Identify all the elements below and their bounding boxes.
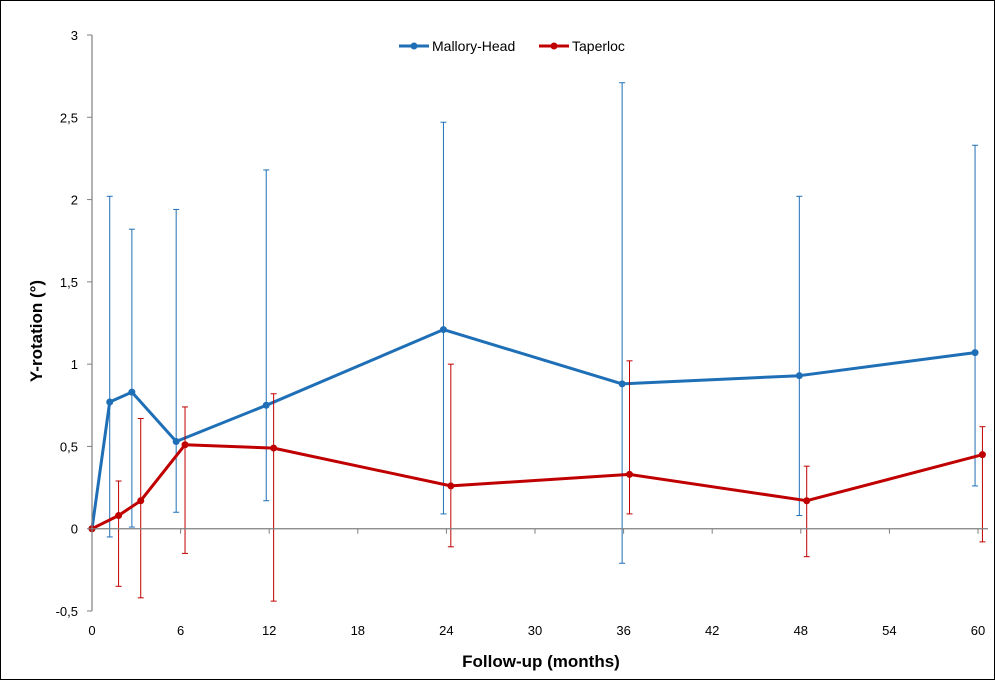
data-point-mallory-head xyxy=(618,380,626,388)
x-tick-label: 12 xyxy=(262,623,276,638)
y-tick-label: -0,5 xyxy=(56,604,78,619)
y-tick-label: 1 xyxy=(71,357,78,372)
x-tick-label: 24 xyxy=(439,623,453,638)
data-point-taperloc xyxy=(978,451,986,459)
legend-label-mallory-head: Mallory-Head xyxy=(432,38,515,54)
y-tick-label: 1,5 xyxy=(60,275,78,290)
y-tick-label: 2 xyxy=(71,193,78,208)
x-tick-label: 36 xyxy=(616,623,630,638)
x-tick-label: 48 xyxy=(794,623,808,638)
x-axis-title: Follow-up (months) xyxy=(462,652,620,671)
y-tick-label: 3 xyxy=(71,28,78,43)
series-line-taperloc xyxy=(91,443,983,531)
x-tick-label: 0 xyxy=(88,623,95,638)
series-line-mallory-head xyxy=(90,328,976,529)
series-mallory-head xyxy=(88,82,979,564)
data-point-taperloc xyxy=(137,497,145,505)
x-tick-label: 42 xyxy=(705,623,719,638)
x-tick-label: 60 xyxy=(971,623,985,638)
data-point-mallory-head xyxy=(439,326,447,334)
data-point-mallory-head xyxy=(795,372,803,380)
data-point-taperloc xyxy=(115,512,123,520)
legend: Mallory-Head Taperloc xyxy=(399,38,625,54)
y-tick-label: 0 xyxy=(71,522,78,537)
series-taperloc xyxy=(88,360,986,602)
y-tick-label: 2,5 xyxy=(60,110,78,125)
data-point-mallory-head xyxy=(106,398,114,406)
legend-label-taperloc: Taperloc xyxy=(572,38,625,54)
series-layer xyxy=(88,82,986,602)
x-tick-label: 6 xyxy=(177,623,184,638)
x-tick-label: 30 xyxy=(528,623,542,638)
ticks-layer: -0,500,511,522,530 6 12 18 24 30 36 42 48 54 60 xyxy=(56,28,986,638)
data-point-mallory-head xyxy=(262,401,270,409)
legend-marker-mallory-head xyxy=(410,42,418,50)
data-point-taperloc xyxy=(270,444,278,452)
legend-item-taperloc: Taperloc xyxy=(539,38,625,54)
y-axis-title: Y-rotation (°) xyxy=(27,280,46,382)
y-tick-label: 0,5 xyxy=(60,439,78,454)
data-point-mallory-head xyxy=(172,437,180,445)
legend-item-mallory-head: Mallory-Head xyxy=(399,38,515,54)
legend-marker-taperloc xyxy=(550,42,558,50)
data-point-taperloc xyxy=(803,497,811,505)
axes-layer xyxy=(91,35,988,611)
data-point-taperloc xyxy=(447,482,455,490)
data-point-taperloc xyxy=(626,470,634,478)
x-tick-label: 54 xyxy=(882,623,896,638)
data-point-mallory-head xyxy=(971,349,979,357)
data-point-mallory-head xyxy=(128,388,136,396)
x-tick-label: 18 xyxy=(351,623,365,638)
data-point-taperloc xyxy=(181,441,189,449)
